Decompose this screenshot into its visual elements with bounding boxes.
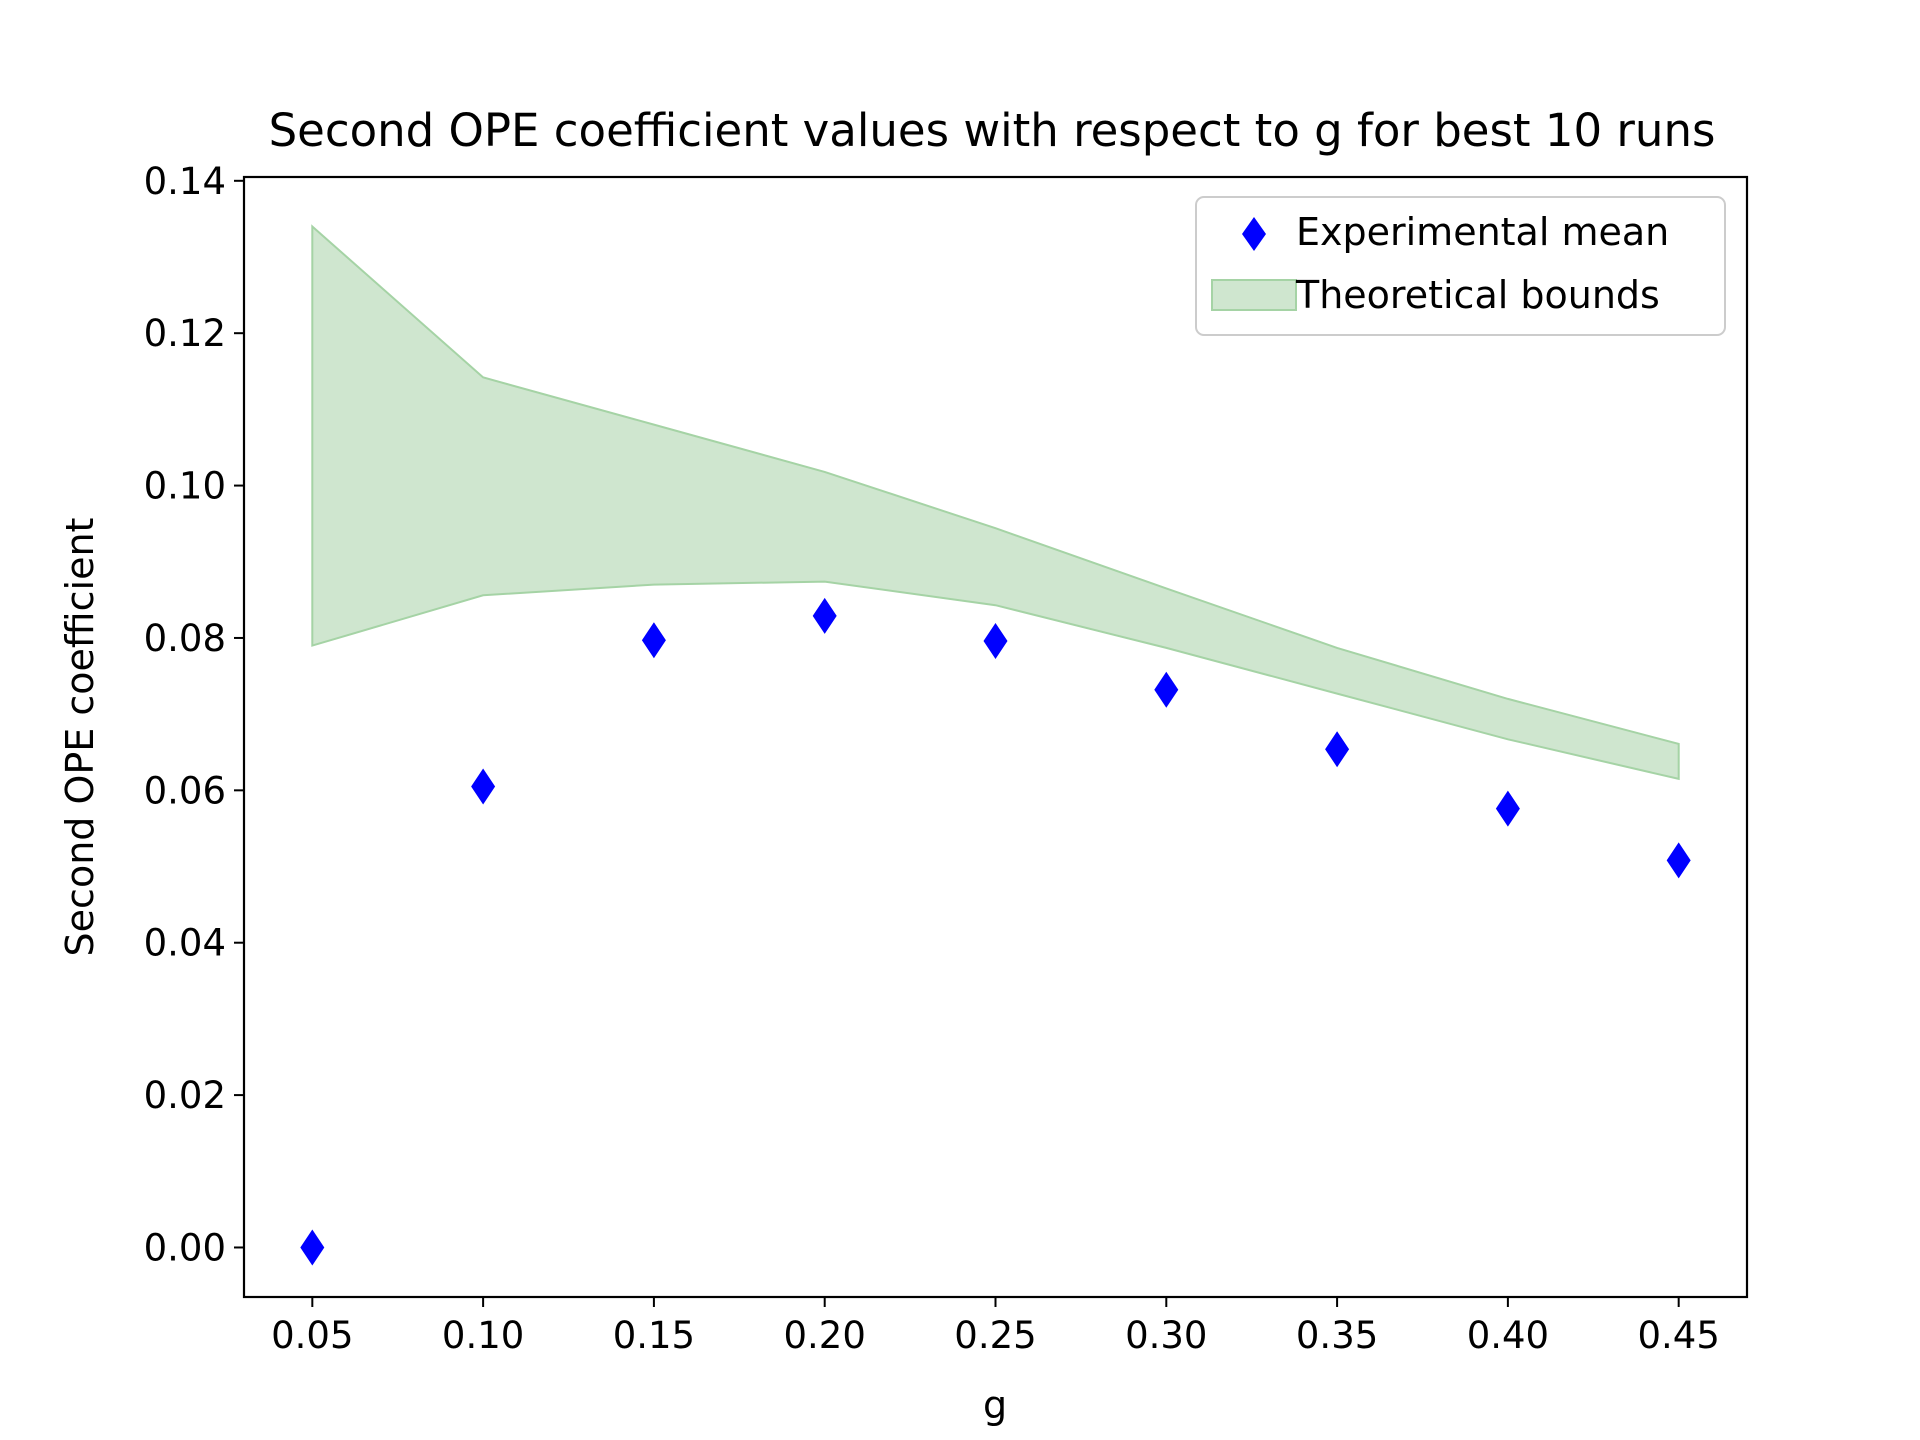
x-tick-label: 0.10 [442, 1314, 524, 1357]
legend-marker-band [1211, 279, 1297, 311]
data-point-experimental-mean [1325, 731, 1350, 768]
data-point-experimental-mean [641, 622, 666, 659]
points-layer [300, 597, 1691, 1266]
x-tick-label: 0.15 [613, 1314, 695, 1357]
y-tick-label: 0.08 [144, 617, 226, 660]
legend-marker-diamond [1242, 217, 1266, 251]
legend: Experimental mean Theoretical bounds [1195, 196, 1726, 336]
y-tick-label: 0.10 [144, 465, 226, 508]
legend-label-theoretical-bounds: Theoretical bounds [1295, 273, 1660, 317]
y-tick-label: 0.00 [144, 1226, 226, 1269]
bands-layer [311, 224, 1680, 781]
x-tick-label: 0.30 [1125, 1314, 1207, 1357]
x-tick-label: 0.45 [1637, 1314, 1719, 1357]
y-axis-label: Second OPE coefficient [58, 518, 102, 957]
data-point-experimental-mean [1154, 671, 1179, 708]
x-tick-label: 0.05 [271, 1314, 353, 1357]
y-tick-label: 0.12 [144, 312, 226, 355]
x-tick-label: 0.20 [784, 1314, 866, 1357]
y-axis-ticks: 0.00 0.02 0.04 0.06 0.08 0.10 0.12 0.14 [144, 160, 244, 1269]
x-tick-label: 0.40 [1467, 1314, 1549, 1357]
y-tick-label: 0.06 [144, 769, 226, 812]
data-point-experimental-mean [983, 623, 1008, 659]
theoretical-bounds-band [311, 224, 1680, 781]
legend-frame [1195, 196, 1726, 336]
data-point-experimental-mean [1666, 842, 1691, 879]
x-tick-label: 0.35 [1296, 1314, 1378, 1357]
data-point-experimental-mean [300, 1229, 325, 1266]
y-tick-label: 0.02 [144, 1074, 226, 1117]
y-tick-label: 0.04 [144, 922, 226, 965]
x-tick-label: 0.25 [954, 1314, 1036, 1357]
legend-label-experimental-mean: Experimental mean [1296, 210, 1669, 254]
chart-title: Second OPE coefficient values with respe… [269, 104, 1716, 157]
y-tick-label: 0.14 [144, 160, 226, 203]
data-point-experimental-mean [1495, 790, 1520, 827]
x-axis-ticks: 0.05 0.10 0.15 0.20 0.25 0.30 0.35 0.40 0.45 [271, 1297, 1720, 1357]
x-axis-label: g [983, 1383, 1007, 1427]
data-point-experimental-mean [812, 597, 837, 634]
data-point-experimental-mean [471, 768, 496, 805]
